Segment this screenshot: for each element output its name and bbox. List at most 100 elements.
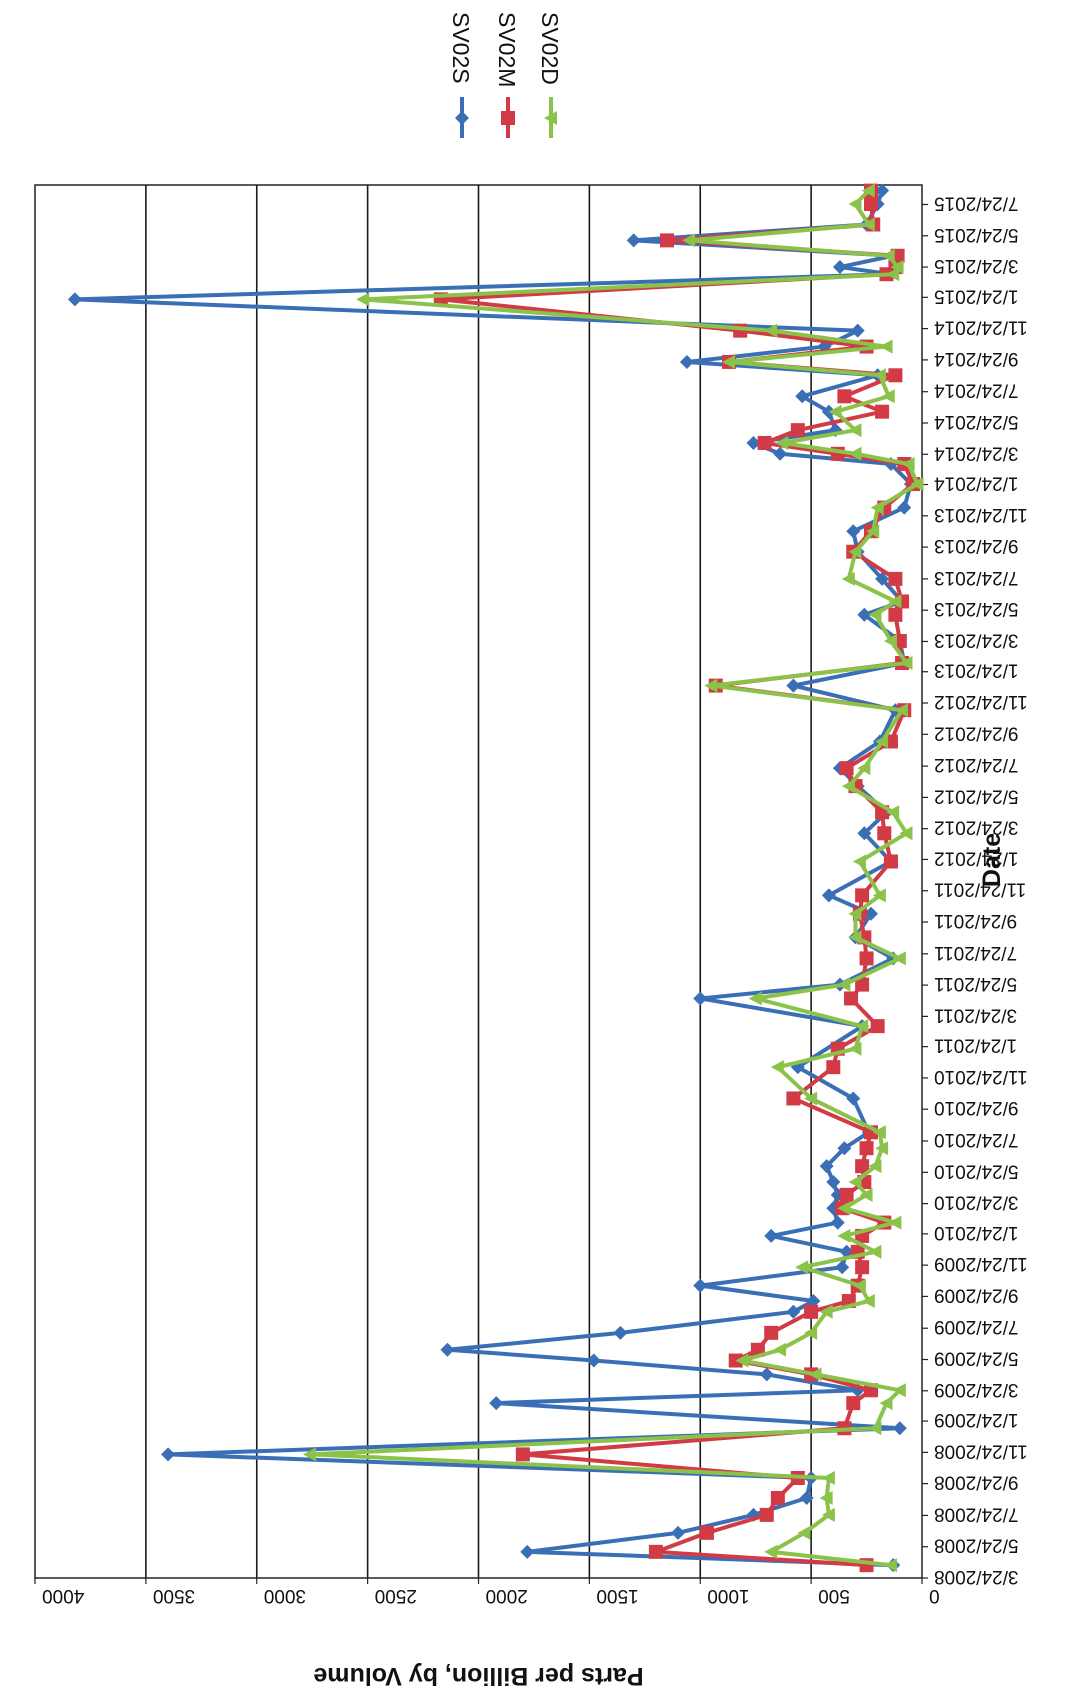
- data-point: [764, 1325, 779, 1340]
- data-point: [764, 1544, 778, 1559]
- x-tick-label: 9/24/2013: [934, 535, 1019, 556]
- series-line-sv02d: [307, 189, 920, 1568]
- legend-item-sv02d: SV02D: [537, 12, 563, 138]
- data-point: [819, 1159, 834, 1174]
- y-tick-label: 500: [818, 1585, 850, 1606]
- x-tick-label: 11/24/2009: [934, 1253, 1028, 1274]
- x-tick-label: 3/24/2010: [934, 1192, 1019, 1213]
- data-point: [826, 1175, 841, 1190]
- data-point: [586, 1353, 601, 1368]
- data-point: [888, 571, 903, 586]
- data-point: [875, 734, 889, 749]
- data-point: [859, 1187, 873, 1202]
- x-axis-title-group: Date: [978, 833, 1006, 887]
- data-point: [901, 457, 915, 472]
- x-tick-label: 7/24/2010: [934, 1129, 1019, 1150]
- data-point: [515, 1447, 530, 1462]
- data-point: [821, 1470, 835, 1485]
- data-point: [613, 1325, 628, 1340]
- data-point: [693, 1278, 708, 1293]
- data-point: [770, 1490, 785, 1505]
- y-tick-label: 2500: [375, 1585, 417, 1606]
- data-point: [861, 183, 875, 198]
- x-tick-label: 3/24/2012: [934, 817, 1019, 838]
- data-point: [892, 1421, 907, 1436]
- data-point: [875, 404, 890, 419]
- data-point: [826, 1060, 841, 1075]
- data-point: [857, 607, 872, 622]
- data-point: [855, 1159, 870, 1174]
- data-point: [868, 1244, 882, 1259]
- data-point: [795, 1260, 809, 1275]
- data-point: [852, 854, 866, 869]
- x-tick-label: 9/24/2014: [934, 348, 1019, 369]
- x-tick-label: 5/24/2010: [934, 1160, 1019, 1181]
- x-tick-label: 3/24/2013: [934, 629, 1019, 650]
- data-point: [828, 404, 842, 419]
- x-tick-label: 11/24/2010: [934, 1066, 1028, 1087]
- data-point: [857, 761, 871, 776]
- x-tick-label: 7/24/2014: [934, 380, 1019, 401]
- data-point: [773, 1342, 787, 1357]
- data-point: [821, 1507, 835, 1522]
- data-point: [846, 1396, 861, 1411]
- data-point: [881, 248, 895, 263]
- x-tick-label: 7/24/2008: [934, 1503, 1019, 1524]
- data-point: [877, 826, 892, 841]
- data-point: [895, 703, 909, 718]
- data-point: [302, 1447, 316, 1462]
- y-axis-ticks: 0 500 1000 1500 2000 2500 3000 3500 4000: [34, 1578, 940, 1606]
- data-point: [861, 1294, 875, 1309]
- data-point: [356, 292, 370, 307]
- data-point: [786, 1091, 801, 1106]
- y-tick-label: 0: [929, 1585, 940, 1606]
- data-point: [682, 233, 696, 248]
- data-point: [679, 354, 694, 369]
- legend: SV02S SV02M SV02D: [448, 12, 563, 138]
- data-point: [899, 826, 913, 841]
- x-tick-label: 11/24/2008: [934, 1440, 1028, 1461]
- data-point: [910, 477, 924, 492]
- data-point: [875, 183, 890, 198]
- x-tick-label: 3/24/2011: [934, 1004, 1017, 1025]
- data-point: [859, 951, 874, 966]
- data-point: [832, 260, 847, 275]
- data-point: [837, 1201, 851, 1216]
- data-point: [888, 594, 902, 609]
- data-point: [883, 1558, 897, 1573]
- data-point: [848, 1175, 862, 1190]
- x-tick-label: 5/24/2009: [934, 1348, 1019, 1369]
- y-tick-label: 3500: [153, 1585, 195, 1606]
- data-point: [821, 888, 836, 903]
- data-point: [806, 1294, 821, 1309]
- data-point: [888, 1215, 902, 1230]
- series-group: [67, 183, 924, 1573]
- data-point: [848, 906, 862, 921]
- data-point: [648, 1544, 663, 1559]
- data-point: [866, 524, 880, 539]
- data-point: [489, 1396, 504, 1411]
- x-tick-label: 5/24/2015: [934, 224, 1019, 245]
- data-point: [886, 805, 900, 820]
- data-point: [795, 389, 810, 404]
- data-point: [671, 1525, 686, 1540]
- data-point: [863, 906, 878, 921]
- data-point: [839, 1187, 854, 1202]
- legend-item-sv02s: SV02S: [448, 12, 474, 138]
- data-point: [67, 292, 82, 307]
- data-point: [841, 779, 855, 794]
- data-point: [870, 500, 884, 515]
- data-point: [890, 260, 904, 275]
- legend-marker: [544, 111, 557, 125]
- data-point: [855, 1019, 869, 1034]
- x-tick-label: 3/24/2008: [934, 1566, 1019, 1587]
- data-point: [626, 233, 641, 248]
- data-point: [693, 991, 708, 1006]
- data-point: [520, 1544, 535, 1559]
- data-point: [735, 1353, 749, 1368]
- legend-marker: [455, 111, 469, 125]
- data-point: [848, 446, 862, 461]
- data-point: [861, 217, 875, 232]
- data-point: [659, 233, 674, 248]
- data-point: [837, 977, 851, 992]
